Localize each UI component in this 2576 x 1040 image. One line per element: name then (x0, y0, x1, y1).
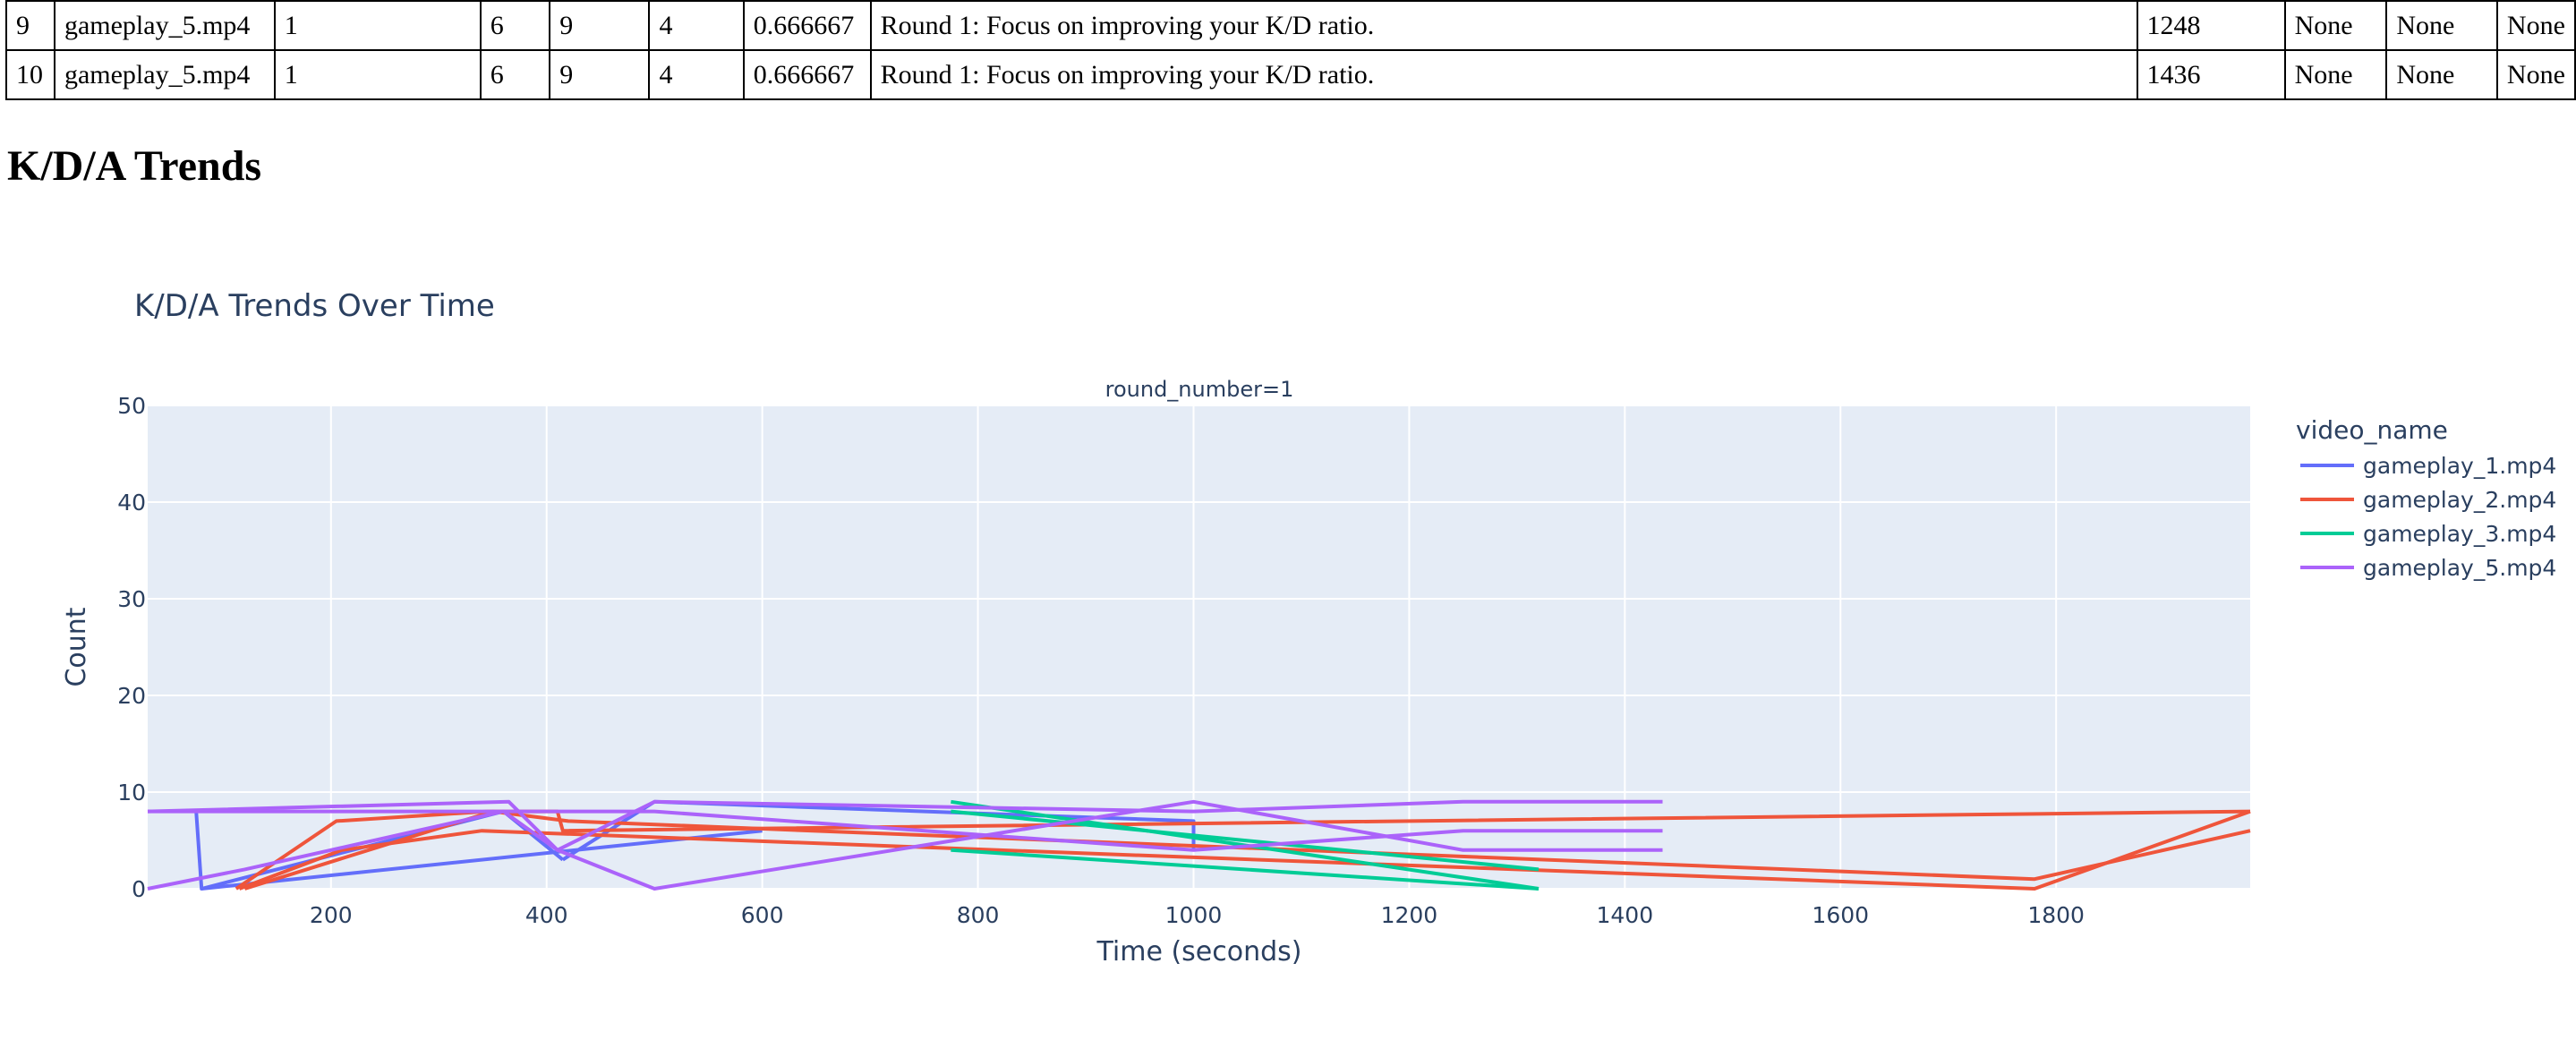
x-tick-label: 600 (741, 902, 784, 928)
x-axis-label: Time (seconds) (1096, 936, 1302, 968)
table-cell: 1 (273, 49, 482, 100)
y-axis-label: Count (61, 607, 92, 686)
table-cell: 10 (5, 49, 55, 100)
y-tick-label: 0 (132, 876, 146, 902)
x-tick-label: 1000 (1165, 902, 1223, 928)
table-cell: 0.666667 (742, 49, 872, 100)
table-cell: 9 (549, 49, 651, 100)
y-tick-label: 50 (117, 393, 146, 419)
x-tick-label: 800 (957, 902, 1000, 928)
data-table: 9 gameplay_5.mp4 1 6 9 4 0.666667 Round 1: Focu… (5, 0, 2576, 100)
table-cell: 1436 (2136, 49, 2286, 100)
table-cell: gameplay_5.mp4 (53, 49, 276, 100)
table-cell: 9 (5, 0, 55, 51)
series-line (951, 809, 1540, 872)
legend-item[interactable]: gameplay_3.mp4 (2300, 521, 2556, 547)
series-line (243, 809, 2251, 891)
y-tick-label: 30 (117, 586, 146, 612)
legend-label: gameplay_1.mp4 (2363, 453, 2556, 479)
legend[interactable]: video_name gameplay_1.mp4 gameplay_2.mp4g… (2296, 415, 2556, 581)
table-cell: Round 1: Focus on improving your K/D rat… (869, 49, 2138, 100)
table-cell: 4 (648, 49, 745, 100)
table-cell: None (2283, 0, 2388, 51)
series-line (951, 848, 1540, 891)
table-cell: 4 (648, 0, 745, 51)
chart-title: K/D/A Trends Over Time (134, 288, 495, 324)
series-gameplay-5-mp4 (147, 799, 1663, 891)
x-tick-label: 1200 (1381, 902, 1438, 928)
legend-label: gameplay_3.mp4 (2363, 521, 2556, 547)
legend-item[interactable]: gameplay_1.mp4 (2300, 453, 2556, 479)
y-tick-label: 40 (117, 490, 146, 516)
x-tick-label: 1400 (1597, 902, 1654, 928)
table-cell: None (2283, 49, 2388, 100)
x-tick-label: 1600 (1812, 902, 1869, 928)
series-line (147, 799, 1663, 891)
x-tick-label: 400 (525, 902, 568, 928)
table-cell: 6 (479, 0, 551, 51)
series-line (148, 809, 1663, 852)
table-cell: None (2385, 49, 2498, 100)
table-cell: None (2495, 0, 2576, 51)
table-cell: gameplay_5.mp4 (53, 0, 276, 51)
legend-label: gameplay_2.mp4 (2363, 487, 2556, 513)
y-tick-label: 10 (117, 780, 146, 806)
table-cell: None (2495, 49, 2576, 100)
table-row: 9 gameplay_5.mp4 1 6 9 4 0.666667 Round 1: Focu… (5, 0, 2576, 51)
section-heading: K/D/A Trends (7, 142, 262, 190)
y-tick-label: 20 (117, 683, 146, 709)
x-tick-label: 200 (310, 902, 353, 928)
table-cell: Round 1: Focus on improving your K/D rat… (869, 0, 2138, 51)
table-cell: 1248 (2136, 0, 2286, 51)
legend-item[interactable]: gameplay_2.mp4 (2300, 487, 2556, 513)
x-axis-ticks: 200 400 600 800 1000 1200 1400 1600 1800 (310, 902, 2085, 928)
y-axis-ticks: 0 10 20 30 40 50 (117, 393, 146, 902)
table-cell: 1 (273, 0, 482, 51)
table-cell: 0.666667 (742, 0, 872, 51)
facet-label: round_number=1 (1105, 377, 1294, 402)
series-layer (147, 799, 2251, 891)
legend-label: gameplay_5.mp4 (2363, 555, 2556, 581)
plot-area (148, 405, 2250, 889)
legend-item[interactable]: gameplay_5.mp4 (2300, 555, 2556, 581)
table-cell: 6 (479, 49, 551, 100)
table-cell: None (2385, 0, 2498, 51)
x-tick-label: 1800 (2027, 902, 2085, 928)
series-line (147, 799, 1663, 852)
table-cell: 9 (549, 0, 651, 51)
legend-title: video_name (2296, 415, 2448, 445)
table-row: 10 gameplay_5.mp4 1 6 9 4 0.666667 Round 1: Foc… (5, 49, 2576, 100)
